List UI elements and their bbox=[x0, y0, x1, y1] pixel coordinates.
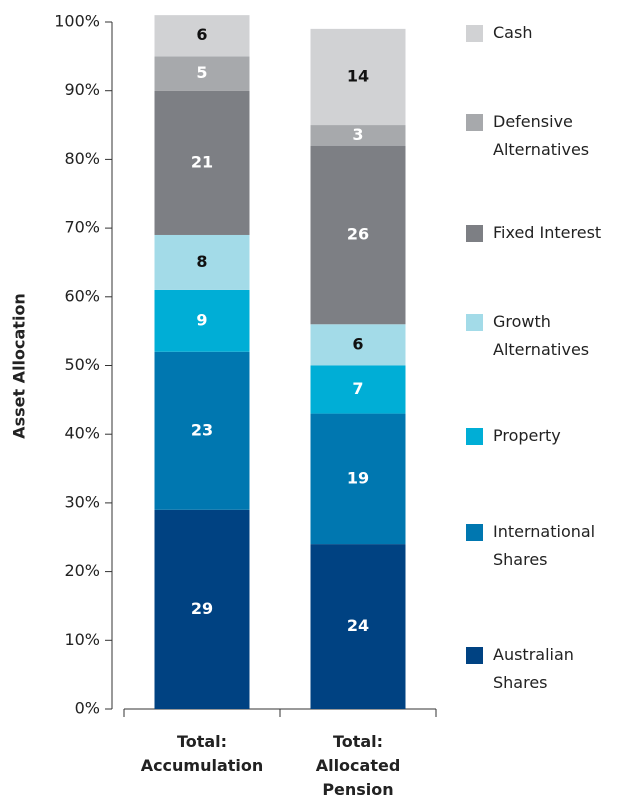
data-label: 3 bbox=[352, 125, 363, 144]
legend-label: Growth Alternatives bbox=[493, 312, 589, 359]
data-label: 6 bbox=[196, 25, 207, 44]
x-tick-label: Total: Allocated Pension bbox=[316, 732, 401, 799]
data-label: 19 bbox=[347, 468, 369, 487]
data-label: 9 bbox=[196, 310, 207, 329]
y-tick-label: 0% bbox=[75, 699, 100, 718]
bar-segment bbox=[310, 125, 406, 146]
legend-label: Property bbox=[493, 426, 561, 445]
data-label: 14 bbox=[347, 66, 369, 85]
y-tick-label: 30% bbox=[64, 492, 100, 511]
legend-swatch bbox=[466, 524, 483, 541]
legend-swatch bbox=[466, 647, 483, 664]
y-tick-label: 60% bbox=[64, 286, 100, 305]
legend-swatch bbox=[466, 225, 483, 242]
bar-segment bbox=[310, 413, 406, 545]
data-label: 21 bbox=[191, 152, 213, 171]
bar-segment bbox=[154, 351, 250, 510]
y-tick-label: 90% bbox=[64, 80, 100, 99]
data-label: 26 bbox=[347, 224, 369, 243]
bar-segment bbox=[154, 90, 250, 235]
x-tick-label: Total: Accumulation bbox=[141, 732, 264, 775]
data-label: 6 bbox=[352, 334, 363, 353]
data-label: 8 bbox=[196, 252, 207, 271]
data-label: 23 bbox=[191, 420, 213, 439]
bar-segment bbox=[154, 15, 250, 57]
legend-label: Australian Shares bbox=[493, 645, 574, 692]
y-tick-label: 100% bbox=[54, 12, 100, 31]
bar-segment bbox=[154, 509, 250, 709]
bar-segment bbox=[310, 28, 406, 126]
legend-swatch bbox=[466, 314, 483, 331]
y-tick-label: 40% bbox=[64, 424, 100, 443]
bar-segment bbox=[154, 56, 250, 91]
data-label: 5 bbox=[196, 63, 207, 82]
legend-swatch bbox=[466, 25, 483, 42]
legend-label: Cash bbox=[493, 23, 532, 42]
bar-segment bbox=[310, 145, 406, 325]
legend-swatch bbox=[466, 114, 483, 131]
y-tick-label: 70% bbox=[64, 218, 100, 237]
legend-label: International Shares bbox=[493, 522, 595, 569]
y-axis-label: Asset Allocation bbox=[10, 293, 29, 439]
bar-segment bbox=[154, 234, 250, 290]
y-tick-label: 20% bbox=[64, 561, 100, 580]
y-tick-label: 80% bbox=[64, 149, 100, 168]
data-label: 7 bbox=[352, 379, 363, 398]
bar-segment bbox=[310, 365, 406, 414]
y-tick-label: 50% bbox=[64, 355, 100, 374]
bar-segment bbox=[310, 324, 406, 366]
legend-label: Defensive Alternatives bbox=[493, 112, 589, 159]
y-tick-label: 10% bbox=[64, 630, 100, 649]
data-label: 24 bbox=[347, 616, 369, 635]
bar-segment bbox=[310, 544, 406, 709]
data-label: 29 bbox=[191, 599, 213, 618]
legend-label: Fixed Interest bbox=[493, 223, 601, 242]
legend-swatch bbox=[466, 428, 483, 445]
bar-segment bbox=[154, 289, 250, 352]
